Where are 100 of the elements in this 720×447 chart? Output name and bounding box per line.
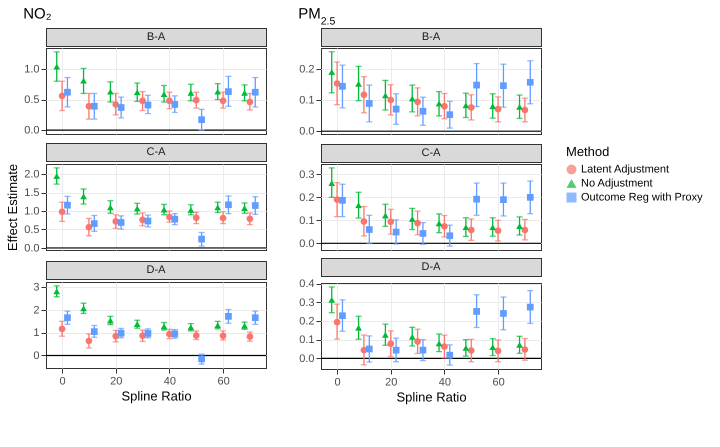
chart-subtitle: D-A [146,264,166,276]
point [58,326,66,332]
point [107,88,114,95]
point [328,69,336,75]
point [134,206,141,212]
point [526,194,534,201]
y-axis-title: Effect Estimate [5,164,20,252]
point [241,205,248,212]
point [436,340,442,346]
point [446,232,454,240]
chart-subtitle: B-A [146,31,166,43]
point [171,101,178,108]
point [387,218,394,226]
point [489,224,496,230]
point [441,222,448,230]
point [225,313,232,320]
y-tick-label: 0.1 [299,334,314,346]
point [246,98,254,106]
point [387,340,394,348]
chart-subtitle: D-A [422,261,442,273]
point [144,102,152,108]
x-tick-label: 20 [385,376,398,388]
point [58,208,66,216]
point [160,206,168,212]
point [134,321,141,327]
point [144,330,152,337]
point [328,180,336,186]
y-tick-label: 0.3 [299,168,314,181]
point [522,346,528,353]
point [382,212,389,218]
point [107,204,114,210]
y-tick-label: 0.2 [299,192,314,204]
point [118,330,124,337]
point [64,314,71,322]
point [408,96,416,102]
point [198,236,205,242]
point [90,102,98,110]
point [198,116,205,124]
point [462,344,470,351]
legend-label: Outcome Reg with Proxy [581,192,704,204]
point [112,332,120,340]
point [387,96,394,104]
point [494,106,502,112]
point [252,202,259,209]
point [382,92,389,98]
point [489,103,496,110]
x-tick-label: 40 [164,376,176,388]
point [500,310,507,317]
point [80,305,87,312]
point [468,104,475,111]
point [166,97,173,104]
point [90,220,98,227]
chart-subtitle: B-A [422,31,441,43]
y-tick-label: 0.5 [24,224,40,236]
point [420,230,426,237]
legend-label: Latent Adjustment [581,164,670,176]
point [414,338,421,345]
point [225,201,232,208]
chart-subtitle: C-A [146,146,166,158]
legend-label: No Adjustment [581,178,653,190]
point [112,101,120,108]
y-tick-label: 0.3 [299,296,314,309]
point [144,218,152,224]
point [500,196,507,203]
point [171,330,178,338]
point [522,226,528,234]
point [339,82,346,90]
x-tick-label: 0 [334,376,341,388]
point [134,89,141,96]
chart-title: PM$_{2.5}$ [298,6,336,28]
point [360,91,368,98]
y-tick-label: 0.1 [299,94,314,107]
point [214,204,222,210]
y-tick-label: 1 [33,327,40,340]
point [408,216,416,222]
y-tick-label: 0.1 [299,214,314,227]
y-tick-label: 0.2 [299,315,314,328]
point [500,82,507,90]
point [334,318,340,326]
point [188,207,194,213]
point [86,338,92,344]
y-tick-label: 0.0 [24,242,40,254]
point [220,214,226,222]
point [80,78,87,84]
y-tick-label: 1.0 [24,206,40,218]
point [522,106,528,114]
y-tick-label: 2 [33,304,40,316]
point [90,328,98,335]
point [516,104,523,110]
point [462,102,470,108]
point [494,227,502,234]
point [339,196,346,204]
y-tick-label: 0.4 [299,278,314,290]
point [118,219,124,226]
point [436,220,442,226]
y-tick-label: 0.0 [299,126,314,138]
y-tick-label: 3 [33,282,40,294]
point [241,90,248,96]
point [468,347,475,354]
point [220,97,226,104]
